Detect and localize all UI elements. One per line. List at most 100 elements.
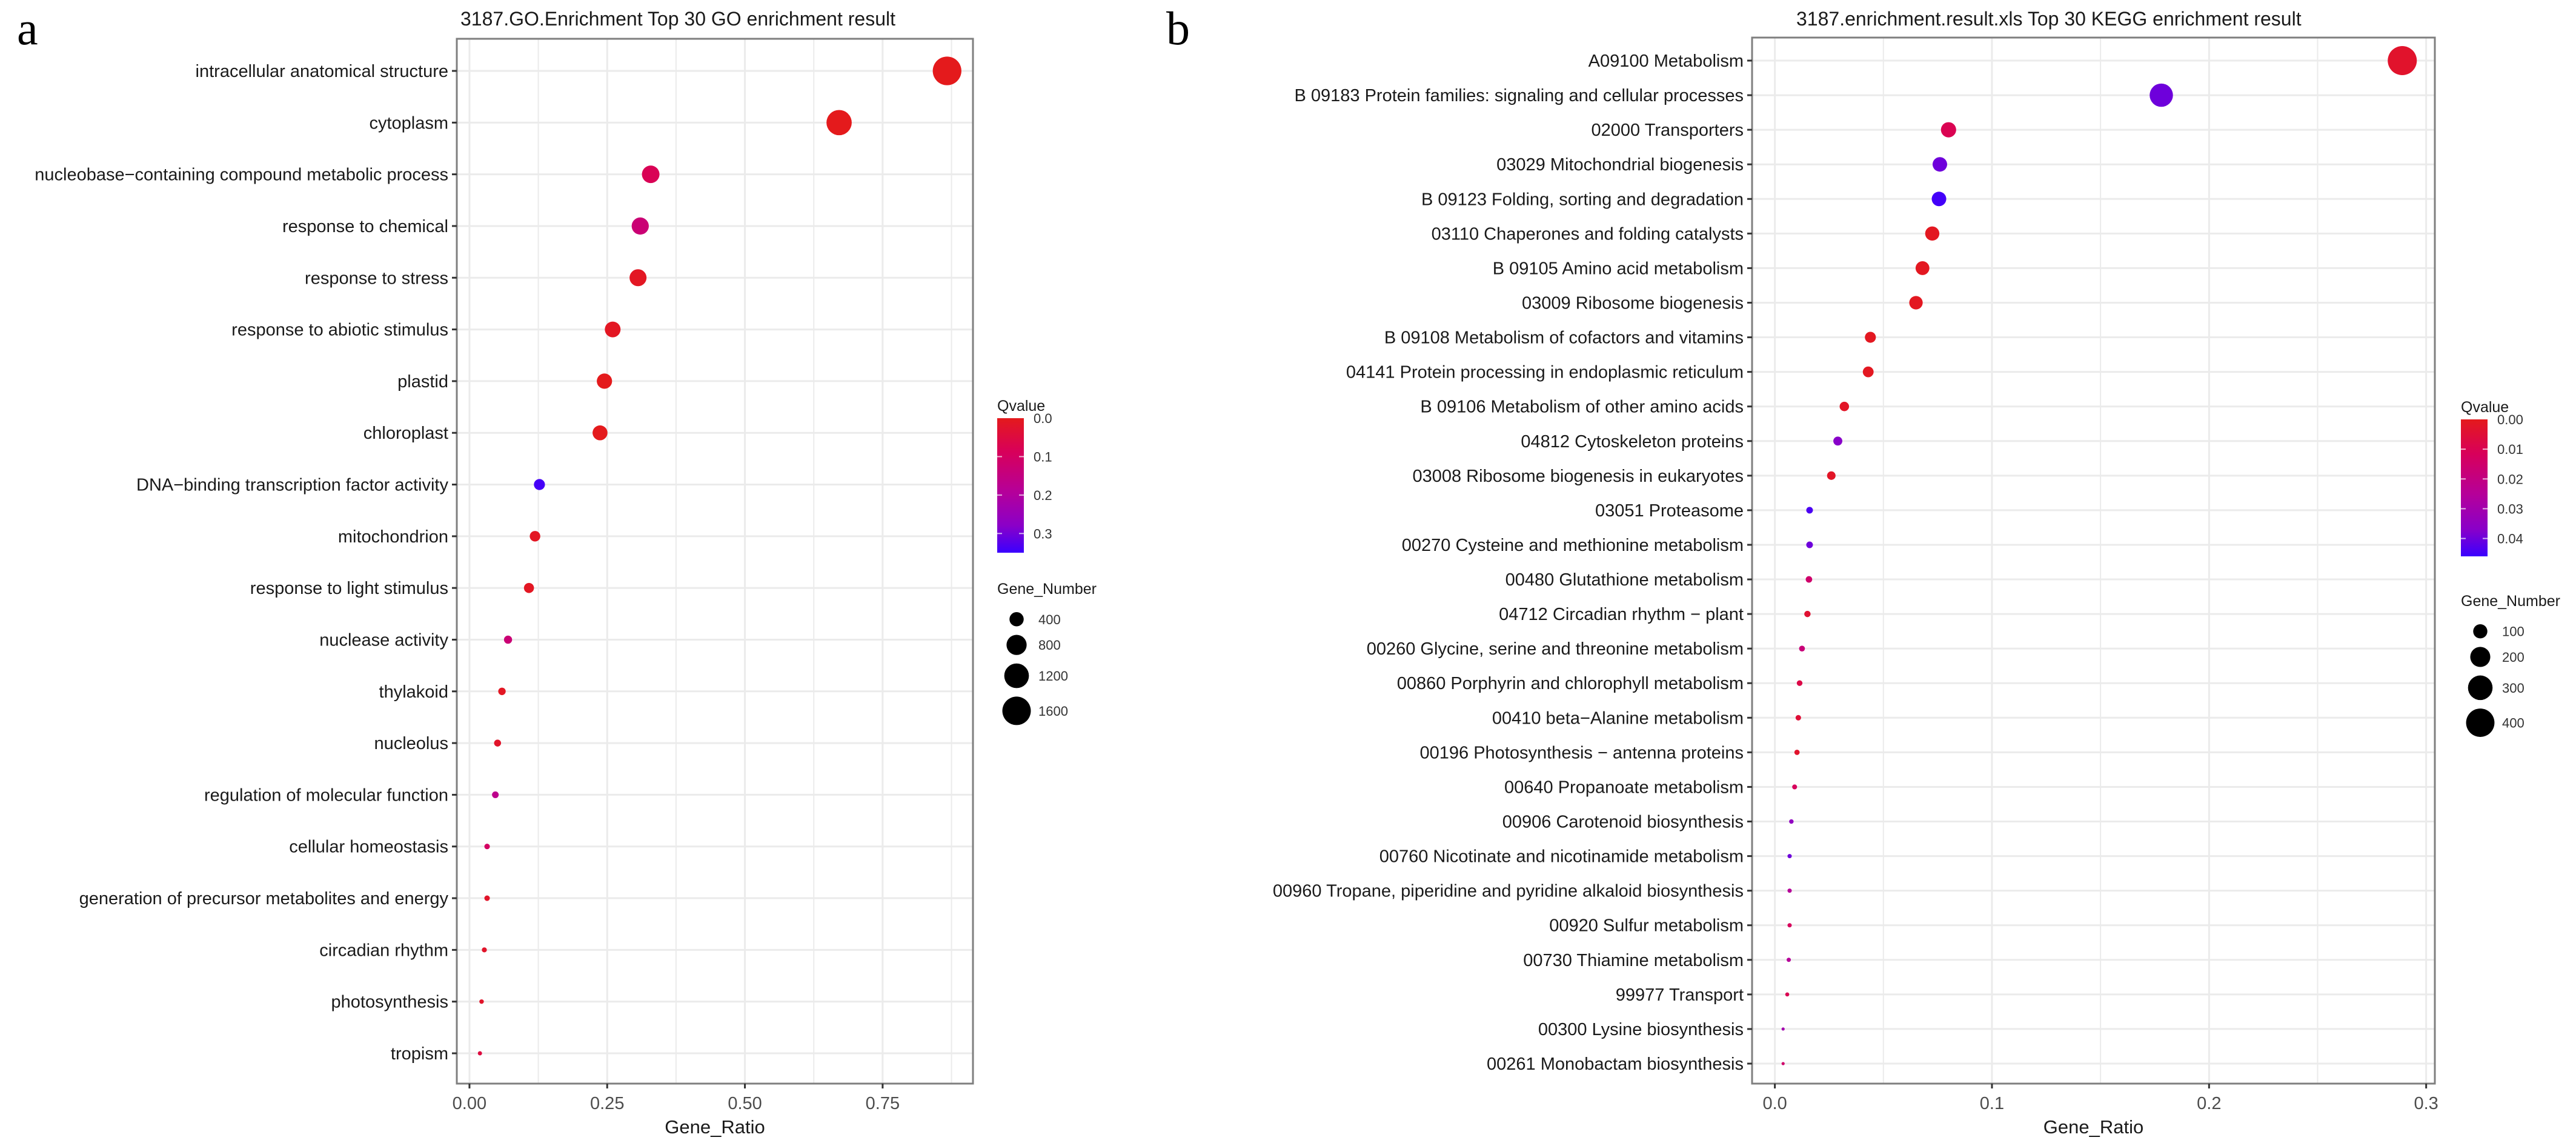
category-label: 00760 Nicotinate and nicotinamide metabo…: [1379, 847, 1744, 867]
data-point: [494, 739, 502, 747]
size-legend-label: 400: [2502, 716, 2525, 731]
category-label: 04812 Cytoskeleton proteins: [1521, 432, 1744, 452]
category-label: thylakoid: [379, 682, 448, 702]
data-point: [484, 895, 490, 901]
data-point: [1781, 1027, 1785, 1031]
color-legend-title: Qvalue: [997, 398, 1045, 415]
data-point: [642, 165, 660, 184]
data-point: [1796, 680, 1803, 686]
data-point: [605, 321, 621, 338]
category-label: nucleolus: [374, 734, 448, 753]
category-label: 00410 beta−Alanine metabolism: [1492, 708, 1744, 728]
data-point: [1909, 296, 1923, 310]
category-label: 04712 Circadian rhythm − plant: [1499, 605, 1744, 624]
size-legend-title: Gene_Number: [997, 581, 1097, 598]
category-label: 00480 Glutathione metabolism: [1505, 570, 1744, 590]
category-label: DNA−binding transcription factor activit…: [136, 476, 448, 495]
data-point: [484, 844, 490, 850]
data-point: [1789, 819, 1794, 824]
category-label: plastid: [397, 372, 448, 392]
category-label: A09100 Metabolism: [1588, 52, 1744, 71]
data-point: [1794, 749, 1800, 755]
panel-b-kegg-enrichment-chart: 3187.enrichment.result.xls Top 30 KEGG e…: [1273, 8, 2560, 1138]
category-label: 03051 Proteasome: [1595, 501, 1744, 521]
category-label: response to stress: [305, 268, 448, 288]
category-label: 00300 Lysine biosynthesis: [1538, 1020, 1744, 1039]
data-point: [492, 791, 499, 798]
data-point: [1839, 401, 1850, 412]
category-label: B 09106 Metabolism of other amino acids: [1420, 398, 1744, 417]
category-label: cytoplasm: [369, 113, 448, 133]
color-legend-label: 0.03: [2497, 501, 2523, 516]
category-label: nuclease activity: [319, 630, 448, 650]
x-tick-label: 0.0: [1762, 1094, 1787, 1113]
data-point: [523, 582, 534, 593]
color-legend-label: 0.02: [2497, 472, 2523, 487]
data-point: [1932, 157, 1947, 172]
category-label: 02000 Transporters: [1592, 121, 1744, 140]
color-legend-label: 0.3: [1034, 526, 1052, 541]
category-label: 99977 Transport: [1616, 985, 1744, 1005]
data-point: [479, 999, 484, 1004]
data-point: [629, 269, 647, 287]
size-legend-circle: [1004, 663, 1029, 688]
category-label: 00640 Propanoate metabolism: [1504, 778, 1744, 797]
category-label: 03110 Chaperones and folding catalysts: [1432, 224, 1744, 244]
data-point: [1805, 576, 1813, 583]
color-legend-label: 0.1: [1034, 449, 1052, 464]
color-bar: [2461, 419, 2488, 556]
data-point: [477, 1051, 482, 1056]
x-tick-label: 0.50: [728, 1094, 762, 1113]
data-point: [529, 531, 540, 542]
category-label: regulation of molecular function: [204, 785, 448, 805]
plot-background: [1752, 38, 2435, 1084]
category-label: 00960 Tropane, piperidine and pyridine a…: [1273, 882, 1744, 901]
x-axis-title: Gene_Ratio: [665, 1116, 765, 1138]
color-legend-label: 0.0: [1034, 411, 1052, 426]
color-legend-label: 0.00: [2497, 412, 2523, 427]
category-label: generation of precursor metabolites and …: [79, 889, 449, 908]
color-bar: [997, 418, 1024, 553]
data-point: [1787, 923, 1792, 928]
size-legend-label: 100: [2502, 624, 2525, 639]
category-label: intracellular anatomical structure: [196, 62, 448, 81]
size-legend-label: 200: [2502, 650, 2525, 665]
data-point: [1925, 226, 1940, 241]
x-tick-label: 0.3: [2414, 1094, 2438, 1113]
panel-letter-b: b: [1166, 2, 1190, 55]
data-point: [1781, 1062, 1785, 1065]
data-point: [2149, 83, 2173, 107]
category-label: response to light stimulus: [250, 579, 448, 598]
data-point: [498, 687, 506, 695]
data-point: [1915, 261, 1930, 275]
category-label: 00261 Monobactam biosynthesis: [1487, 1055, 1744, 1074]
category-label: B 09108 Metabolism of cofactors and vita…: [1384, 328, 1744, 348]
data-point: [1806, 541, 1813, 548]
category-label: 00906 Carotenoid biosynthesis: [1502, 813, 1744, 832]
x-tick-label: 0.1: [1980, 1094, 2004, 1113]
size-legend-circle: [1009, 612, 1024, 627]
data-point: [932, 56, 961, 85]
category-label: tropism: [391, 1044, 448, 1064]
x-tick-label: 0.25: [590, 1094, 624, 1113]
data-point: [826, 110, 852, 136]
size-legend-circle: [1006, 635, 1027, 655]
size-legend-circle: [2470, 647, 2491, 667]
data-point: [2388, 46, 2417, 75]
data-point: [1865, 332, 1876, 343]
color-legend-title: Qvalue: [2461, 399, 2509, 416]
size-legend-circle: [1002, 696, 1031, 725]
panel-letter-a: a: [17, 2, 38, 55]
data-point: [1940, 122, 1956, 138]
category-label: 00920 Sulfur metabolism: [1549, 916, 1744, 936]
color-legend-label: 0.04: [2497, 532, 2523, 547]
chart-title: 3187.GO.Enrichment Top 30 GO enrichment …: [460, 8, 895, 30]
size-legend-label: 300: [2502, 681, 2525, 696]
x-axis-title: Gene_Ratio: [2043, 1116, 2143, 1138]
category-label: 03009 Ribosome biogenesis: [1522, 293, 1744, 313]
category-label: 03008 Ribosome biogenesis in eukaryotes: [1412, 467, 1744, 486]
data-point: [1785, 992, 1790, 997]
category-label: response to abiotic stimulus: [231, 321, 448, 340]
color-legend-label: 0.01: [2497, 442, 2523, 457]
